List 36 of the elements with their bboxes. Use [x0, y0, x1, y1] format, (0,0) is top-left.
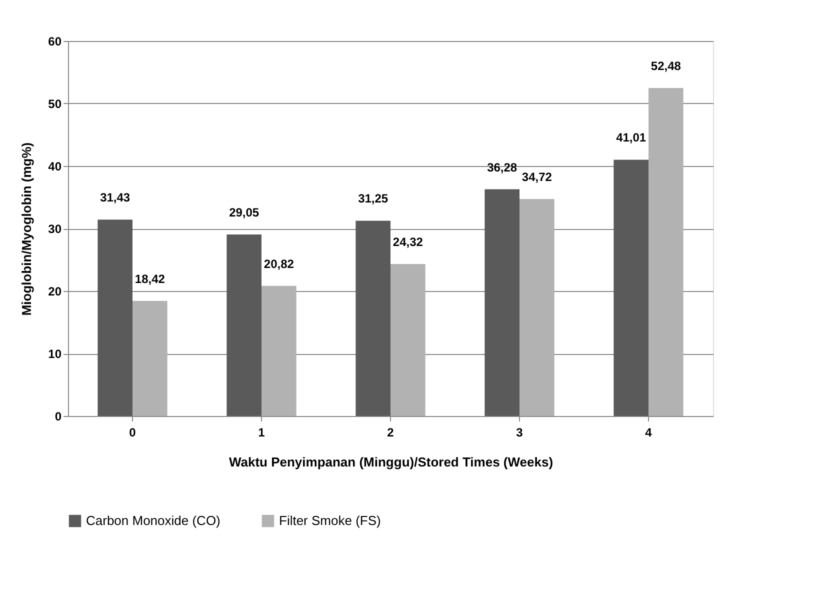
y-tick-label: 30	[48, 222, 62, 236]
y-tick-label: 10	[48, 347, 62, 361]
bar	[390, 264, 426, 416]
data-label: 31,43	[100, 190, 130, 205]
x-axis-title: Waktu Penyimpanan (Minggu)/Stored Times (Weeks)	[228, 454, 554, 470]
bar	[614, 160, 648, 416]
bar	[520, 199, 554, 416]
data-label: 31,25	[358, 192, 388, 206]
legend-label: Carbon Monoxide (CO)	[86, 513, 220, 528]
bar	[98, 220, 132, 416]
x-tick-label: 1	[258, 426, 266, 440]
data-label: 29,05	[229, 205, 260, 220]
data-label: 24,32	[392, 235, 424, 249]
data-label: 18,42	[134, 272, 166, 286]
x-tick-label: 4	[645, 426, 652, 440]
bar	[132, 300, 168, 416]
x-tick-label: 2	[387, 426, 394, 440]
bar	[262, 286, 296, 416]
data-label: 34,72	[522, 170, 552, 184]
y-tick-label: 40	[48, 160, 62, 174]
y-tick-label: 60	[48, 34, 62, 48]
x-tick-label: 3	[516, 426, 524, 440]
y-tick-label: 50	[48, 97, 62, 111]
bar	[226, 234, 262, 416]
data-label: 20,82	[264, 256, 294, 271]
legend-label: Filter Smoke (FS)	[279, 513, 381, 528]
x-tick-label: 0	[129, 426, 136, 440]
y-tick-label: 20	[48, 284, 62, 298]
y-axis-title: Mioglobin/Myoglobin (mg%)	[19, 142, 34, 316]
y-tick-label: 0	[54, 410, 62, 424]
bar	[484, 189, 520, 416]
bar	[356, 220, 390, 416]
data-label: 41,01	[616, 130, 646, 145]
bar	[648, 88, 684, 416]
data-label: 36,28	[487, 160, 518, 174]
data-label: 52,48	[650, 59, 682, 73]
